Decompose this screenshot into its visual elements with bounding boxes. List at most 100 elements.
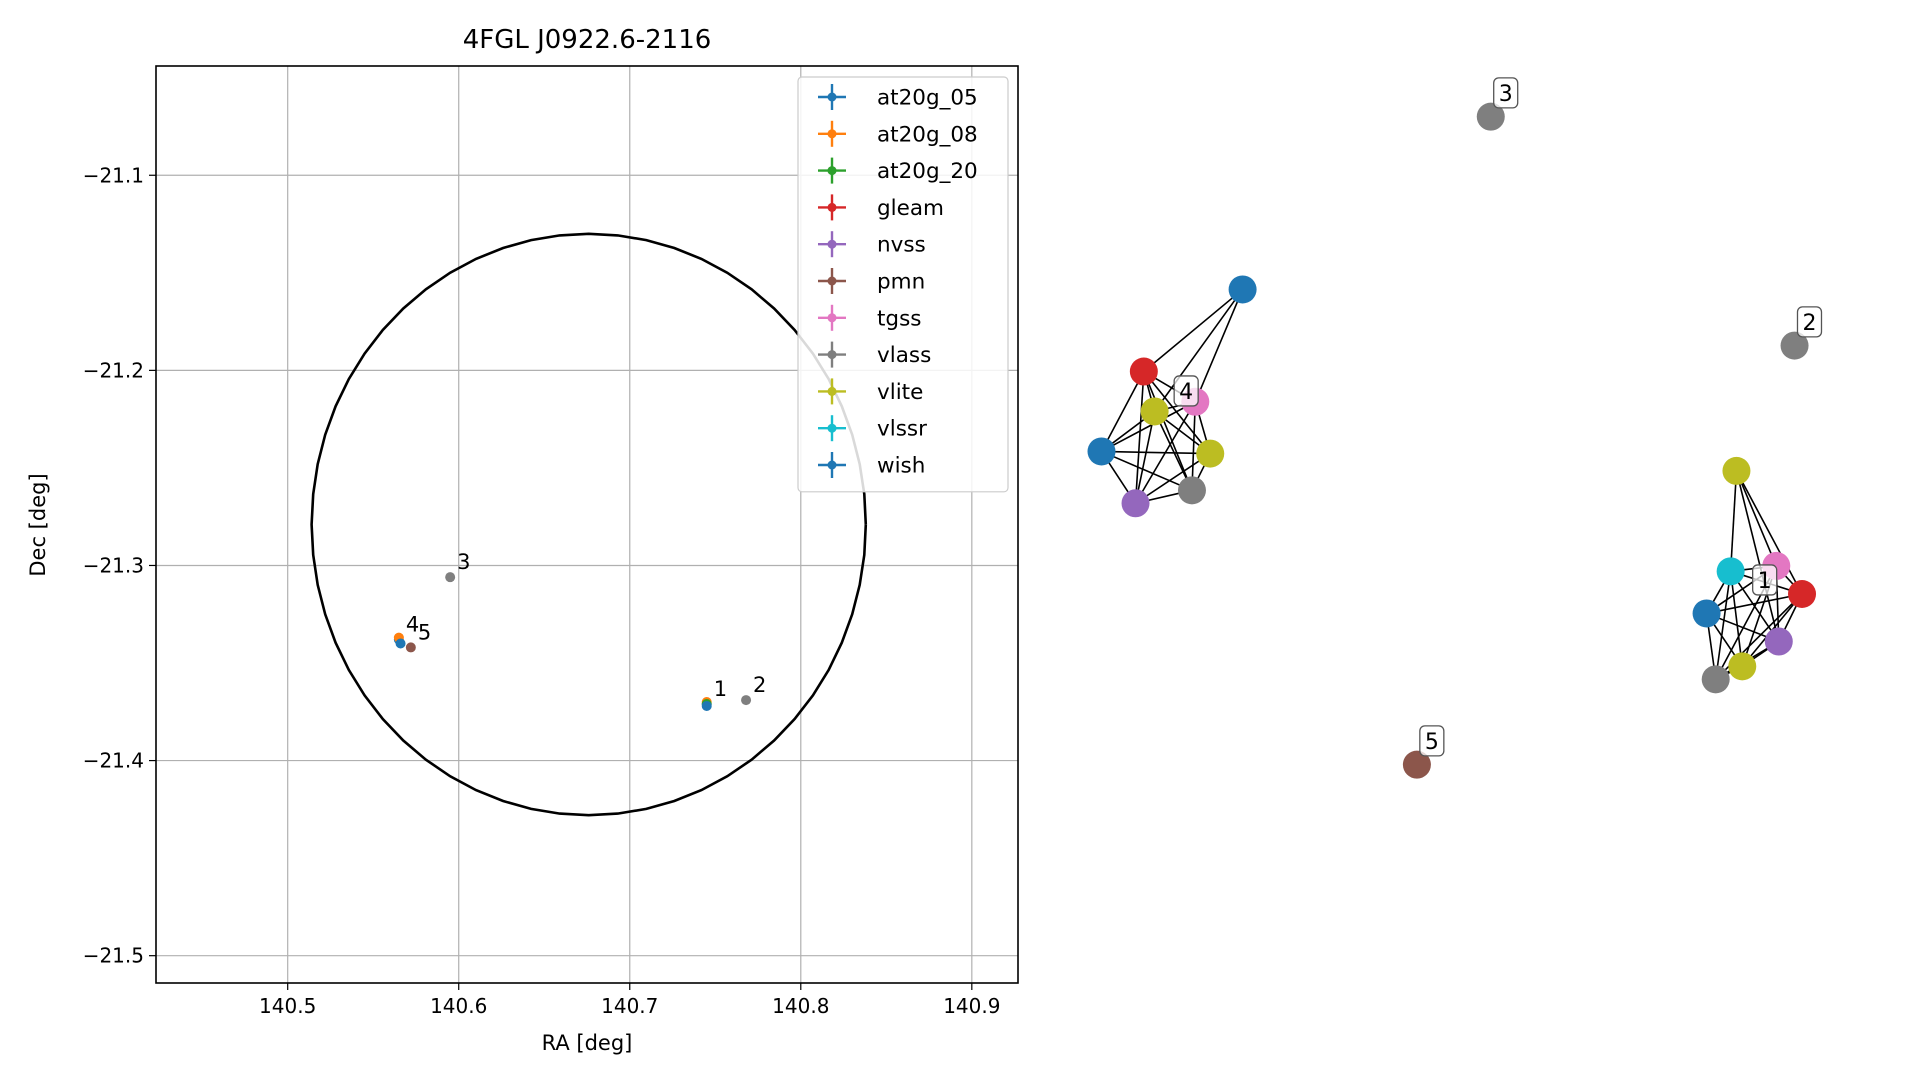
y-tick-label: −21.1: [83, 163, 144, 187]
node-label-1: 1: [1752, 564, 1778, 596]
point-vlass: [445, 572, 456, 583]
node-c4-nvss: [1121, 489, 1150, 518]
node-c1-vlite-b: [1728, 652, 1757, 681]
error-ellipse-layer: [310, 232, 868, 817]
edge: [1143, 288, 1244, 373]
node-label-box: [1419, 725, 1445, 757]
edge: [1714, 571, 1732, 680]
legend-label: nvss: [877, 233, 926, 258]
point-wish: [395, 638, 406, 649]
legend-marker: [827, 460, 837, 470]
source-label: 5: [418, 620, 431, 644]
legend-entry-vlass: vlass: [818, 341, 931, 368]
node-label-text: 5: [1425, 730, 1439, 755]
points-layer: [393, 572, 752, 711]
legend-entry-at20g-05: at20g_05: [818, 84, 978, 111]
edge: [1729, 570, 1780, 642]
legend-entry-nvss: nvss: [818, 231, 926, 258]
node-label-text: 1: [1758, 569, 1772, 594]
edge: [1735, 470, 1778, 567]
legend-label: gleam: [877, 196, 944, 221]
y-tick-label: −21.4: [83, 749, 144, 773]
edge: [1134, 371, 1145, 504]
edge: [1729, 470, 1738, 572]
source-label: 2: [753, 673, 766, 697]
legend-label: vlssr: [877, 417, 927, 442]
legend-entry-vlite: vlite: [818, 378, 923, 405]
node-label-box: [1752, 564, 1778, 596]
legend-label: at20g_05: [877, 86, 978, 111]
node-label-4: 4: [1173, 375, 1199, 407]
legend-box: [797, 76, 1009, 493]
node-c1-wish: [1692, 599, 1721, 628]
node-n3: [1476, 102, 1505, 131]
legend-entry-vlssr: vlssr: [818, 415, 927, 442]
y-axis-label: Dec [deg]: [26, 473, 50, 576]
node-c1-vlssr: [1716, 557, 1745, 586]
legend-label: pmn: [877, 270, 925, 295]
node-c4-vlass: [1177, 476, 1206, 505]
y-tick-label: −21.5: [83, 944, 144, 968]
x-axis-label: RA [deg]: [542, 1031, 633, 1055]
network-panel: 4 3 2 5 1: [1087, 77, 1823, 779]
node-c1-vlass: [1701, 665, 1730, 694]
legend-label: at20g_08: [877, 122, 978, 147]
node-label-3: 3: [1493, 77, 1519, 109]
point-vlass: [741, 695, 752, 706]
node-label-5: 5: [1419, 725, 1445, 757]
legend-entry-wish: wish: [818, 452, 925, 479]
edge: [1100, 371, 1145, 452]
x-tick-label: 140.6: [430, 994, 487, 1018]
x-tick-label: 140.8: [772, 994, 829, 1018]
edge: [1706, 593, 1803, 615]
plot-frame: [155, 65, 1019, 984]
x-tick-label: 140.9: [943, 994, 1000, 1018]
legend-marker: [827, 313, 837, 323]
point-pmn: [405, 642, 416, 653]
edge: [1191, 401, 1197, 491]
x-tick-label: 140.7: [601, 994, 658, 1018]
legend-entry-gleam: gleam: [818, 194, 944, 221]
node-label-box: [1796, 306, 1823, 338]
source-label: 4: [406, 613, 419, 637]
node-label-box: [1493, 77, 1519, 109]
edge: [1729, 571, 1744, 667]
legend-marker: [827, 350, 837, 360]
node-label-text: 2: [1802, 311, 1816, 336]
y-tick-label: −21.3: [83, 553, 144, 577]
x-tick-label: 140.5: [259, 994, 316, 1018]
legend-marker: [827, 423, 837, 433]
node-c4-wish-b: [1087, 437, 1116, 466]
legend-label: vlass: [877, 343, 931, 368]
edge: [1153, 288, 1244, 412]
node-n2: [1780, 331, 1809, 360]
legend-entry-tgss: tgss: [818, 304, 921, 331]
source-label: 1: [714, 677, 727, 701]
legend-label: at20g_20: [877, 159, 978, 184]
node-c1-vlite-a: [1722, 456, 1751, 485]
node-label-text: 3: [1499, 82, 1513, 107]
edge: [1101, 450, 1193, 492]
error-ellipse: [310, 232, 868, 817]
legend-marker: [827, 92, 837, 102]
legend-marker: [827, 239, 837, 249]
legend-entry-at20g-20: at20g_20: [818, 157, 978, 184]
edge: [1143, 371, 1211, 455]
edge: [1735, 470, 1780, 642]
node-c4-wish-a: [1228, 275, 1257, 304]
legend-label: tgss: [877, 306, 921, 331]
node-label-text: 4: [1179, 380, 1193, 405]
chart-title: 4FGL J0922.6-2116: [463, 25, 712, 55]
edge: [1101, 401, 1196, 453]
node-c4-vlite-b: [1196, 439, 1225, 468]
point-wish: [701, 700, 712, 711]
edge: [1735, 470, 1803, 595]
source-labels-layer: 1 2 3 45: [406, 550, 767, 701]
node-label-2: 2: [1796, 306, 1823, 338]
node-c4-gleam: [1129, 357, 1158, 386]
source-label: 3: [457, 550, 470, 574]
node-labels-layer: 4 3 2 5 1: [1173, 77, 1823, 757]
legend-marker: [827, 276, 837, 286]
